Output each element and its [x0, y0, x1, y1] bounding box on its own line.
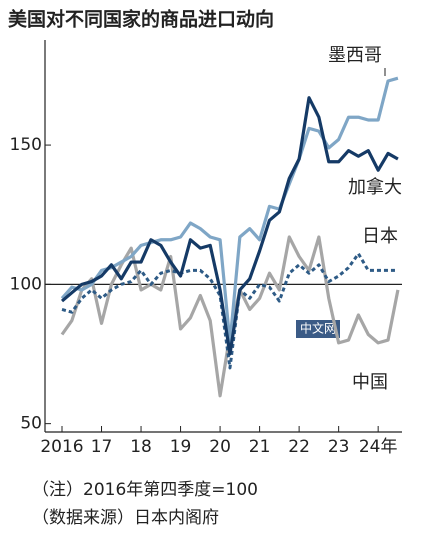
- chart-title: 美国对不同国家的商品进口动向: [8, 8, 274, 31]
- y-tick-label: 100: [10, 274, 42, 294]
- series-label: 加拿大: [348, 176, 402, 198]
- x-tick-label: 17: [91, 437, 113, 457]
- watermark-box: [296, 320, 340, 338]
- series-line: [61, 252, 398, 370]
- x-tick-label: 20: [209, 437, 231, 457]
- x-tick-label: 24年: [359, 437, 398, 457]
- note: （注）2016年第四季度=100: [32, 480, 258, 500]
- series-line: [60, 76, 399, 345]
- y-tick-label: 50: [20, 414, 42, 434]
- x-tick-label: 18: [130, 437, 152, 457]
- x-tick-label: 19: [170, 437, 192, 457]
- series-label: 日本: [362, 226, 398, 247]
- series-line: [60, 96, 399, 356]
- watermark: 中文网: [300, 321, 336, 336]
- series-line: [60, 235, 400, 398]
- x-tick-label: 2016: [40, 437, 83, 457]
- x-tick-label: 23: [328, 437, 350, 457]
- y-tick-label: 150: [10, 135, 42, 155]
- x-tick-label: 22: [288, 437, 310, 457]
- x-tick-label: 21: [249, 437, 271, 457]
- series-label: 中国: [352, 372, 388, 393]
- series-label: 墨西哥: [328, 45, 382, 66]
- note: （数据来源）日本内阁府: [32, 508, 219, 528]
